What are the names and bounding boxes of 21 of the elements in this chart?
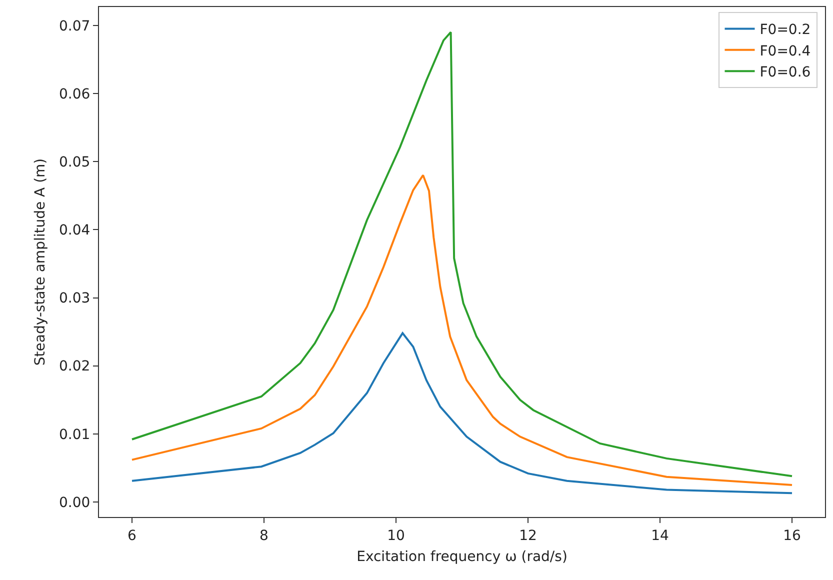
x-tick-label: 14	[651, 528, 669, 544]
y-tick-label: 0.06	[59, 86, 90, 102]
x-tick-label: 8	[260, 528, 268, 544]
x-tick-label: 10	[387, 528, 405, 544]
y-tick-label: 0.07	[59, 18, 90, 34]
x-tick-label: 16	[783, 528, 801, 544]
x-tick-label: 6	[128, 528, 137, 544]
y-axis-title: Steady-state amplitude A (m)	[32, 158, 49, 366]
x-axis-title: Excitation frequency ω (rad/s)	[356, 549, 568, 566]
x-tick-label: 12	[519, 528, 537, 544]
y-tick-label: 0.03	[59, 290, 90, 307]
legend-label: F0=0.2	[760, 22, 811, 38]
line-series	[131, 174, 793, 486]
legend-label: F0=0.4	[760, 43, 811, 60]
legend-label: F0=0.6	[760, 64, 811, 81]
y-tick-label: 0.04	[59, 222, 90, 239]
y-tick-label: 0.01	[59, 426, 90, 443]
line-series	[131, 332, 793, 494]
y-tick-label: 0.05	[59, 154, 90, 170]
y-tick-label: 0.02	[59, 358, 90, 375]
y-tick-label: 0.00	[59, 494, 90, 511]
